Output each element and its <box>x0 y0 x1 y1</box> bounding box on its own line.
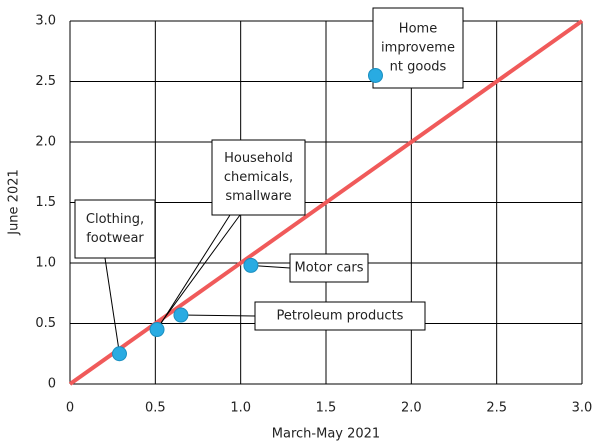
point-label: Petroleum products <box>277 309 404 324</box>
point <box>173 307 189 323</box>
x-tick-label: 2.5 <box>486 401 507 416</box>
point-label: Clothing, <box>86 212 144 227</box>
label-box <box>254 301 426 331</box>
leader-line <box>180 314 256 317</box>
leader-line <box>158 214 241 326</box>
point-label: Household <box>224 151 293 166</box>
label-box <box>74 199 156 259</box>
y-tick-label: 1.0 <box>35 256 56 271</box>
leader-line <box>104 257 120 354</box>
point-label: Motor cars <box>295 261 364 276</box>
point <box>367 67 383 83</box>
y-tick-label: 0.5 <box>35 316 56 331</box>
point-label: smallware <box>225 189 291 204</box>
x-tick-label: 1.0 <box>230 401 251 416</box>
label-box <box>289 253 369 283</box>
x-tick-label: 0 <box>66 401 74 416</box>
y-tick-label: 3.0 <box>35 14 56 29</box>
point <box>243 257 259 273</box>
x-tick-label: 2.0 <box>401 401 422 416</box>
label-box <box>211 139 306 216</box>
x-tick-label: 0.5 <box>145 401 166 416</box>
point-label: nt goods <box>390 60 447 75</box>
label-box <box>372 7 464 89</box>
leader-line <box>156 214 231 330</box>
y-tick-label: 2.0 <box>35 135 56 150</box>
point-label: improveme <box>381 41 455 56</box>
point <box>149 322 165 338</box>
point-label: Home <box>399 22 437 37</box>
point-label: chemicals, <box>224 170 293 185</box>
y-tick-label: 0 <box>48 377 56 392</box>
x-axis-label: March-May 2021 <box>272 427 380 442</box>
y-tick-label: 1.5 <box>35 195 56 210</box>
x-tick-label: 3.0 <box>572 401 593 416</box>
point <box>111 346 127 362</box>
x-tick-label: 1.5 <box>316 401 337 416</box>
y-axis-label: June 2021 <box>7 169 22 236</box>
y-tick-label: 2.5 <box>35 74 56 89</box>
point-label: footwear <box>86 231 144 246</box>
